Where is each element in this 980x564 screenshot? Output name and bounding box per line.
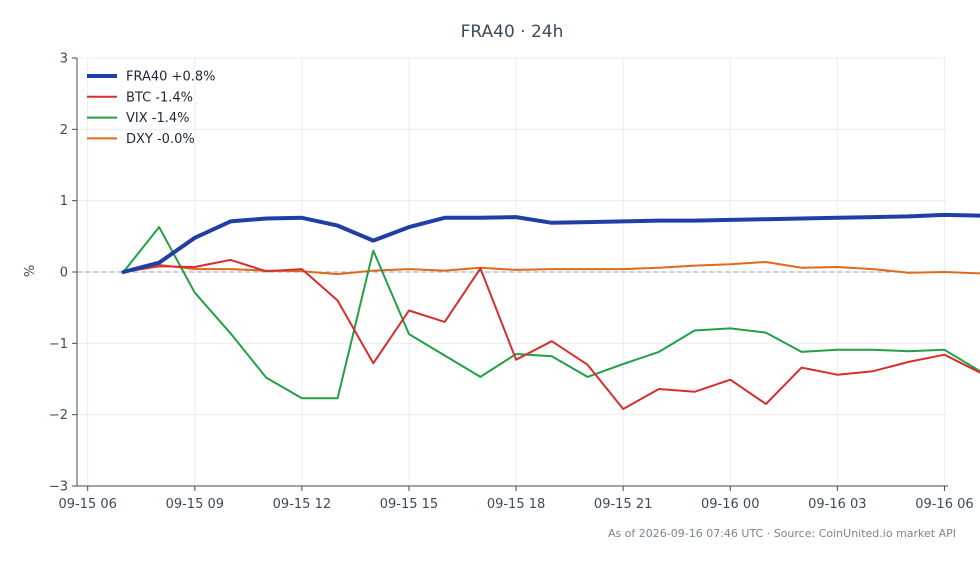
series-line bbox=[122, 226, 980, 400]
y-tick-label: −3 bbox=[49, 480, 68, 495]
y-tick-label: 3 bbox=[60, 52, 68, 67]
x-tick-label: 09-16 06 bbox=[915, 497, 973, 512]
x-tick-label: 09-15 12 bbox=[273, 497, 331, 512]
y-tick-label: 0 bbox=[60, 266, 68, 281]
x-tick-label: 09-16 03 bbox=[808, 497, 866, 512]
x-tick-label: 09-15 09 bbox=[166, 497, 224, 512]
axes: −3 −2 −1 0 1 2 3 09-15 06 09-15 09 09-15 12 09-15 … bbox=[49, 52, 974, 513]
footer-note: As of 2026-09-16 07:46 UTC · Source: Coi… bbox=[608, 527, 956, 540]
y-tick-label: 2 bbox=[60, 123, 68, 138]
plot-area bbox=[121, 212, 980, 410]
legend-label: VIX -1.4% bbox=[126, 111, 189, 126]
legend-label: FRA40 +0.8% bbox=[126, 70, 215, 85]
legend-label: DXY -0.0% bbox=[126, 132, 195, 147]
legend-label: BTC -1.4% bbox=[126, 90, 193, 105]
x-tick-label: 09-15 18 bbox=[487, 497, 545, 512]
y-tick-label: −1 bbox=[49, 337, 68, 352]
series-line bbox=[121, 212, 980, 274]
y-tick-label: 1 bbox=[60, 194, 68, 209]
y-tick-label: −2 bbox=[49, 408, 68, 423]
x-tick-label: 09-15 15 bbox=[380, 497, 438, 512]
x-tick-label: 09-16 00 bbox=[701, 497, 759, 512]
series-line bbox=[122, 258, 980, 410]
chart-title: FRA40 · 24h bbox=[461, 22, 564, 42]
x-tick-label: 09-15 06 bbox=[58, 497, 116, 512]
legend: FRA40 +0.8% BTC -1.4% VIX -1.4% DXY -0.0% bbox=[87, 70, 215, 147]
y-axis-label: % bbox=[23, 265, 38, 277]
x-tick-label: 09-15 21 bbox=[594, 497, 652, 512]
